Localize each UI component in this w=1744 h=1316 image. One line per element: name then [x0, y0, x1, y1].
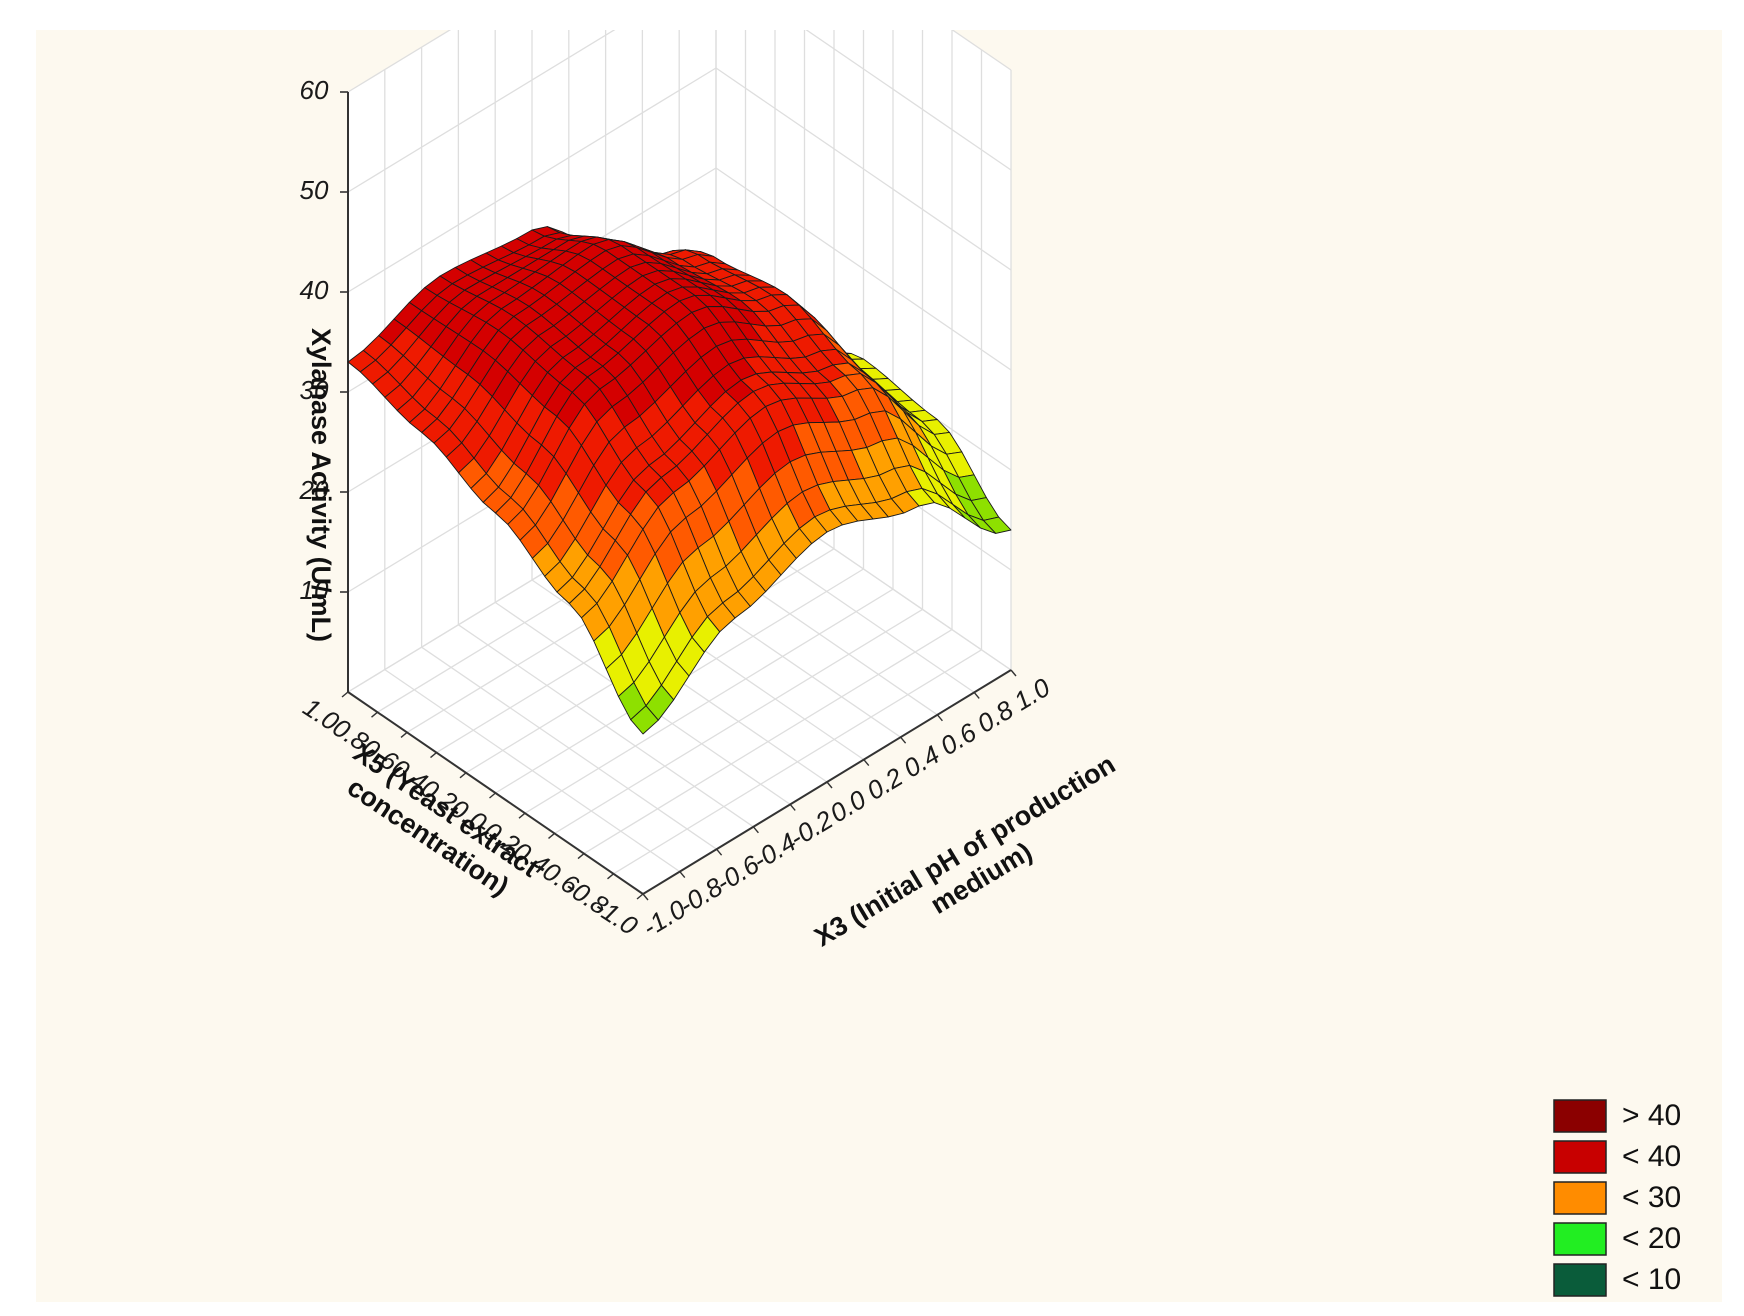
- x-tick-label: 0.6: [935, 717, 982, 762]
- y-tick-mark: [400, 731, 408, 738]
- legend-swatch: [1553, 1140, 1607, 1174]
- legend-label: < 40: [1622, 1140, 1681, 1173]
- wall-gridline: [951, 30, 1012, 71]
- x-tick-label: 0.8: [972, 694, 1019, 739]
- x-tick-label: 1.0: [1009, 672, 1056, 717]
- y-tick-mark: [548, 832, 555, 839]
- legend-label: < 10: [1622, 1263, 1681, 1296]
- x-tick-label: 0.2: [861, 761, 908, 806]
- y-tick-mark: [459, 772, 467, 779]
- x-tick-mark: [900, 736, 907, 744]
- x-tick-mark: [936, 714, 943, 722]
- floor-gridline: [554, 608, 923, 834]
- legend-label: > 40: [1622, 1099, 1681, 1132]
- x-tick-mark: [679, 871, 686, 879]
- x-tick-mark: [789, 803, 796, 811]
- y-tick-mark: [371, 711, 378, 718]
- x-tick-mark: [826, 781, 833, 789]
- wall-gridline: [347, 67, 717, 293]
- legend-label: < 20: [1622, 1222, 1681, 1255]
- y-tick-mark: [430, 752, 437, 759]
- x-tick-mark: [1010, 669, 1017, 677]
- legend-swatch: [1553, 1263, 1607, 1297]
- x-tick-mark: [863, 759, 870, 767]
- wall-gridline: [347, 30, 616, 193]
- x-tick-mark: [752, 826, 759, 834]
- legend-swatch: [1553, 1222, 1607, 1256]
- legend: > 40 < 40 < 30 < 20 < 10: [1553, 1099, 1681, 1297]
- z-tick-label: 30: [300, 375, 329, 405]
- legend-swatch: [1553, 1099, 1607, 1133]
- z-tick-label: 10: [300, 575, 329, 605]
- x-tick-label: 0.4: [898, 739, 944, 783]
- wall-gridline: [715, 167, 1012, 371]
- x-tick-mark: [716, 848, 723, 856]
- legend-swatch: [1553, 1181, 1607, 1215]
- z-tick-label: 40: [300, 275, 329, 305]
- x-tick-mark: [973, 691, 980, 699]
- z-tick-label: 60: [300, 75, 329, 105]
- wall-gridline: [347, 30, 452, 93]
- x-axis-title-line: X3 (Initial pH of production: [809, 749, 1120, 952]
- legend-label: < 30: [1622, 1181, 1681, 1214]
- y-tick-mark: [577, 853, 585, 860]
- y-tick-mark: [341, 691, 349, 698]
- wall-gridline: [715, 67, 1012, 271]
- y-tick-mark: [607, 873, 614, 880]
- x-tick-mark: [642, 893, 649, 901]
- y-tick-mark: [636, 893, 644, 900]
- y-tick-mark: [489, 792, 496, 799]
- floor-gridline: [524, 588, 894, 814]
- y-tick-mark: [518, 812, 526, 819]
- z-axis-title-line: Xylanase Activity (U/mL): [306, 328, 336, 642]
- wall-gridline: [805, 30, 1012, 171]
- floor-gridline: [613, 649, 982, 875]
- surface-layer: [347, 226, 1012, 735]
- z-tick-label: 20: [299, 475, 329, 505]
- plot-panel: 10 20 30 40 50 60 1.0 0.8 0.6 0.4 0.2 0.0 -0.2 -0.4 -0…: [36, 30, 1722, 1302]
- z-tick-label: 50: [300, 175, 329, 205]
- floor-gridline: [583, 629, 953, 855]
- surface-chart: 1020304050601.00.80.60.40.20.0-0.2-0.4-0…: [298, 30, 1681, 1297]
- surface-cell: [630, 705, 659, 735]
- z-axis-title: Xylanase Activity (U/mL): [306, 328, 336, 642]
